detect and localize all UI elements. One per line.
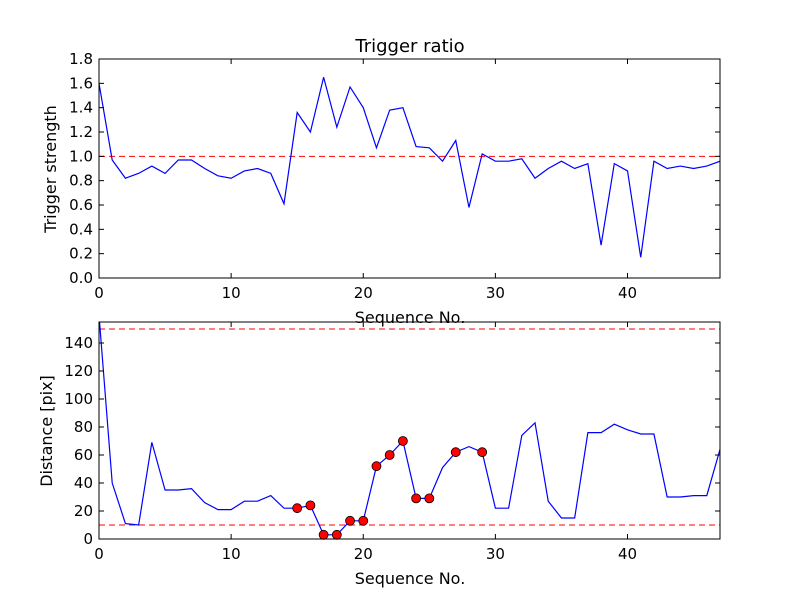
x-tick-label: 40 (618, 545, 637, 563)
data-point-marker (397, 436, 408, 446)
y-tick-label: 20 (74, 502, 93, 520)
data-point-marker (292, 503, 303, 514)
axis-ticks: 0 10 20 30 40 0 20 40 60 80 100 120 140 (64, 322, 720, 563)
chart-title: Trigger ratio (354, 36, 464, 57)
y-tick-label: 1.4 (69, 99, 93, 117)
x-tick-label: 0 (94, 284, 104, 302)
y-tick-label: 0.6 (69, 196, 93, 214)
series-line (99, 77, 720, 258)
series-line (99, 322, 720, 536)
data-lines (99, 322, 720, 536)
y-tick-label: 60 (74, 446, 93, 464)
x-axis-label: Sequence No. (355, 308, 466, 327)
x-tick-label: 30 (486, 545, 505, 563)
y-tick-label: 0.2 (69, 245, 93, 263)
data-point-marker (318, 529, 329, 540)
data-point-marker (305, 500, 316, 511)
y-tick-label: 1.0 (69, 147, 93, 165)
x-tick-label: 20 (354, 284, 373, 302)
x-tick-label: 10 (222, 545, 241, 563)
threshold-lines (99, 328, 720, 526)
data-point-marker (384, 450, 395, 460)
x-tick-label: 30 (486, 284, 505, 302)
data-point-marker (371, 461, 382, 472)
data-point-marker (411, 493, 422, 504)
x-tick-label: 0 (94, 545, 104, 563)
distance-chart: 0 10 20 30 40 0 20 40 60 80 100 120 140 Sequence No.… (37, 321, 721, 588)
data-lines (99, 77, 720, 258)
data-point-marker (424, 493, 435, 504)
x-tick-label: 40 (618, 284, 637, 302)
y-tick-label: 0.8 (69, 172, 93, 190)
data-point-marker (345, 515, 355, 526)
y-tick-label: 140 (64, 334, 93, 352)
x-axis-label: Sequence No. (355, 569, 466, 588)
data-point-marker (477, 447, 488, 458)
y-tick-label: 1.6 (69, 74, 93, 92)
y-tick-label: 0.0 (69, 269, 93, 287)
y-tick-label: 40 (74, 474, 93, 492)
y-axis-label: Distance [pix] (37, 375, 56, 487)
y-tick-label: 100 (64, 390, 93, 408)
y-tick-label: 1.8 (69, 50, 93, 68)
data-point-marker (358, 515, 369, 526)
flagged-markers (292, 436, 488, 540)
data-point-marker (450, 447, 461, 458)
y-axis-label: Trigger strength (41, 105, 60, 234)
y-tick-label: 0.4 (69, 220, 93, 238)
plot-frame (98, 321, 721, 540)
axis-ticks: 0 10 20 30 40 0.0 0.2 0.4 0.6 0.8 1.0 1.2 1.4 1.6 1.8 (69, 50, 720, 302)
y-tick-label: 0 (83, 530, 93, 548)
y-tick-label: 120 (64, 362, 93, 380)
y-tick-label: 80 (74, 418, 93, 436)
plot-frame (98, 58, 721, 279)
y-tick-label: 1.2 (69, 123, 93, 141)
x-tick-label: 10 (222, 284, 241, 302)
data-point-marker (331, 529, 342, 540)
x-tick-label: 20 (354, 545, 373, 563)
